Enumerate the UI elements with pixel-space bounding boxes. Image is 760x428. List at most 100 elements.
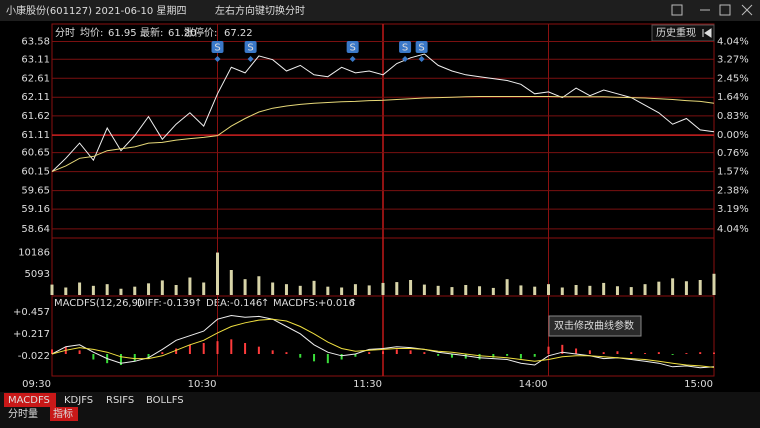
tab[interactable]: MACDFS xyxy=(8,395,50,406)
volume-bar xyxy=(478,286,482,295)
last-label: 最新: xyxy=(140,26,163,39)
volume-bar xyxy=(271,282,275,295)
volume-bar xyxy=(643,284,647,295)
volume-bar xyxy=(519,285,523,295)
volume-bar xyxy=(133,286,137,295)
restore-button[interactable] xyxy=(671,4,683,16)
y2-tick-label: 2.38% xyxy=(717,185,749,196)
plots: 09:30 10:30 11:30 14:00 15:00 63.58 63.11 62.61… xyxy=(13,24,749,390)
y2-tick-label: 4.04% xyxy=(717,224,749,235)
volume-bar xyxy=(560,287,564,295)
volume-bar xyxy=(160,280,164,295)
subtab[interactable]: 指标 xyxy=(53,407,73,420)
volume-bar xyxy=(547,284,550,295)
y-tick-label: +0.217 xyxy=(13,329,50,340)
volume-bar xyxy=(298,285,302,295)
signal-pin xyxy=(402,56,409,62)
y-tick-label: 60.65 xyxy=(21,148,50,159)
y2-tick-label: 1.64% xyxy=(717,92,749,103)
volume-bar xyxy=(505,279,509,295)
signal-pin xyxy=(214,56,221,62)
window-title: 小康股份(601127) 2021-06-10 星期四 xyxy=(6,4,186,17)
volume-bar xyxy=(602,282,606,295)
tooltip-text: 双击修改曲线参数 xyxy=(554,319,634,332)
volume-bar xyxy=(409,280,413,295)
signal-label: S xyxy=(349,43,355,54)
volume-bar xyxy=(119,288,123,295)
dea-value: -0.146 xyxy=(230,298,262,309)
diff-arrow: ↑ xyxy=(194,298,202,309)
signal-pin xyxy=(247,56,254,62)
close-button[interactable] xyxy=(741,4,753,16)
y-tick-label: 59.16 xyxy=(21,204,50,215)
y-tick-label: 58.64 xyxy=(21,224,50,235)
hist-arrow: ↑ xyxy=(349,298,357,309)
tab-bar xyxy=(0,392,760,428)
volume-bar xyxy=(684,281,688,295)
signal-marker xyxy=(211,41,224,53)
signal-marker xyxy=(415,41,428,53)
replay-icon[interactable] xyxy=(702,28,712,38)
x-tick-label: 10:30 xyxy=(188,379,217,390)
volume-bar xyxy=(216,252,219,295)
volume-bar xyxy=(533,286,537,295)
signal-marker xyxy=(346,41,359,53)
tab[interactable]: RSIFS xyxy=(106,395,134,406)
replay-label[interactable]: 历史重现 xyxy=(656,26,696,39)
volume-bar xyxy=(712,273,716,295)
volume-bar xyxy=(657,281,661,295)
volume-bar xyxy=(202,282,206,295)
volume-bar xyxy=(574,285,578,295)
volume-bar xyxy=(229,270,233,295)
y-tick-label: 59.65 xyxy=(21,186,50,197)
y2-tick-label: 0.00% xyxy=(717,130,749,141)
dea-label: DEA: xyxy=(206,298,230,309)
window-controls[interactable] xyxy=(671,4,753,16)
volume-bar xyxy=(326,286,330,295)
volume-bar xyxy=(257,276,261,295)
y-tick-label: 61.62 xyxy=(21,111,50,122)
y-tick-label: 60.15 xyxy=(21,167,50,178)
volume-bar xyxy=(381,282,385,295)
volume-bar xyxy=(671,278,675,295)
mode-label: 分时 xyxy=(55,27,75,39)
x-tick-label: 14:00 xyxy=(519,379,548,390)
volume-bar xyxy=(588,285,592,295)
signal-label: S xyxy=(418,43,424,54)
tab-active[interactable] xyxy=(4,393,56,407)
subtab[interactable]: 分时量 xyxy=(8,408,38,420)
y2-tick-label: 4.04% xyxy=(717,36,749,47)
maximize-button[interactable] xyxy=(719,4,731,16)
y2-tick-label: 2.45% xyxy=(717,73,749,84)
tab[interactable]: KDJFS xyxy=(64,395,93,406)
macd-name: MACDFS(12,26,9) xyxy=(54,298,142,309)
signal-marker xyxy=(244,41,257,53)
avg-value: 61.95 xyxy=(108,28,137,39)
y-tick-label: 63.58 xyxy=(21,36,50,47)
volume-bar xyxy=(312,280,316,295)
volume-bar xyxy=(147,283,151,295)
volume-bar xyxy=(64,287,68,295)
volume-bar xyxy=(698,280,702,295)
volume-bar xyxy=(395,282,399,295)
volume-bar xyxy=(367,285,371,295)
hist-label: MACDFS: xyxy=(273,298,318,309)
volume-bar xyxy=(422,284,426,295)
subtab-active[interactable] xyxy=(50,407,78,421)
volume-bar xyxy=(174,285,178,295)
tab[interactable]: BOLLFS xyxy=(146,395,184,406)
y-tick-label: 10186 xyxy=(18,248,50,259)
diff-label: DIFF: xyxy=(137,298,162,309)
volume-bar xyxy=(50,284,54,295)
signal-marker xyxy=(399,41,412,53)
macd-line xyxy=(51,318,715,368)
x-tick-label: 15:00 xyxy=(684,379,713,390)
volume-bar xyxy=(615,286,619,295)
limit-value: 67.22 xyxy=(224,28,253,39)
y-tick-label: -0.022 xyxy=(18,351,50,362)
window-hint: 左右方向键切换分时 xyxy=(215,4,305,17)
diff-value: -0.139 xyxy=(163,298,195,309)
y2-tick-label: 1.57% xyxy=(717,167,749,178)
limit-label: 涨停价: xyxy=(184,26,217,39)
